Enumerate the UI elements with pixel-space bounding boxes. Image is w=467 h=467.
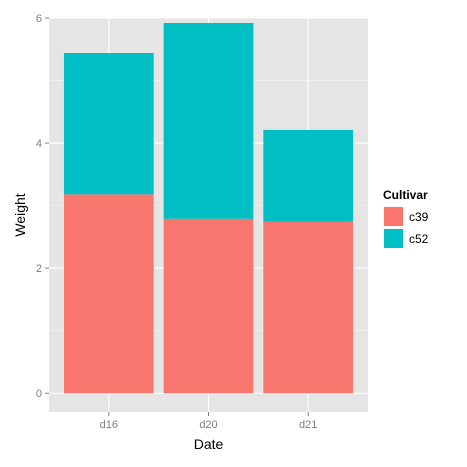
legend: Cultivar c39 c52 [382, 188, 429, 250]
y-tick-label: 2 [36, 263, 42, 275]
x-axis-title: Date [194, 436, 224, 452]
legend-label-c52: c52 [409, 232, 429, 246]
bar-c52-d21 [263, 129, 354, 222]
y-tick-label: 6 [36, 13, 42, 25]
legend-swatch-c52 [384, 229, 403, 248]
y-axis-ticks: 0 2 4 6 [36, 13, 49, 400]
bar-c39-d20 [163, 218, 254, 394]
x-axis-ticks: d16 d20 d21 [100, 412, 317, 431]
y-tick-label: 4 [36, 138, 42, 150]
legend-title: Cultivar [383, 188, 428, 202]
bars [63, 23, 354, 394]
bar-c39-d16 [63, 194, 154, 394]
bar-c39-d21 [263, 221, 354, 394]
x-tick-label: d20 [199, 419, 217, 431]
bar-c52-d16 [63, 53, 154, 195]
bar-c52-d20 [163, 23, 254, 219]
y-tick-label: 0 [36, 388, 42, 400]
legend-swatch-c39 [384, 207, 403, 226]
y-axis-title: Weight [12, 193, 28, 236]
x-tick-label: d16 [100, 419, 118, 431]
x-tick-label: d21 [299, 419, 317, 431]
legend-items: c39 c52 [382, 205, 429, 250]
legend-label-c39: c39 [409, 210, 429, 224]
